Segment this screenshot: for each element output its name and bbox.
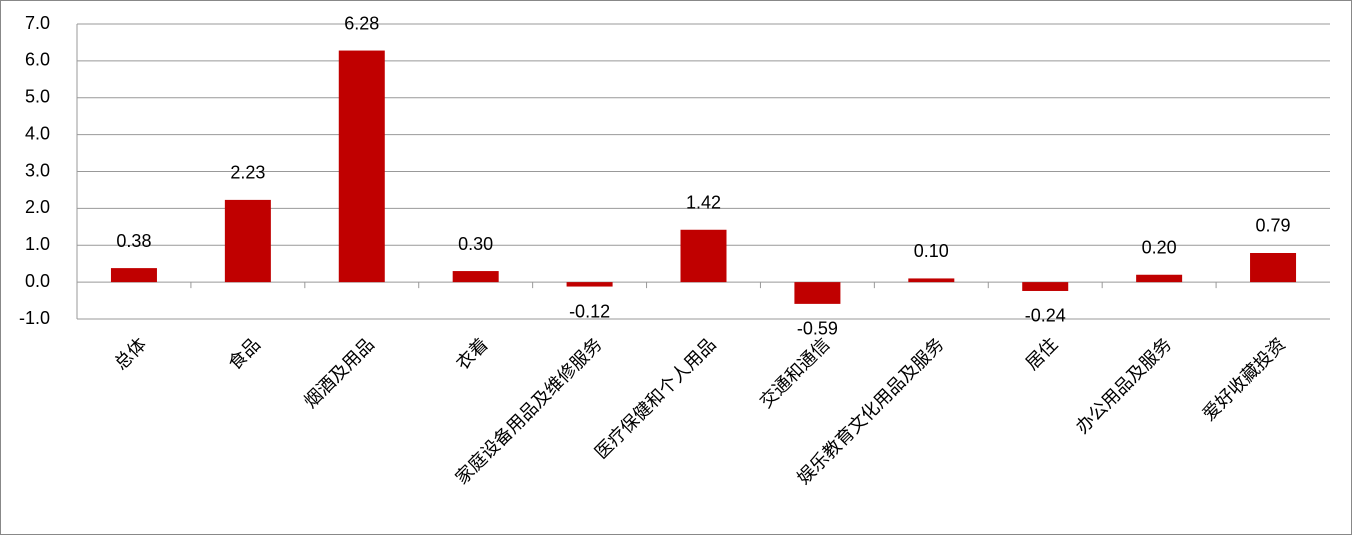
data-label: 1.42 (686, 193, 721, 213)
data-label: -0.59 (797, 319, 838, 339)
bar (338, 50, 385, 283)
y-tick-label: 0.0 (25, 271, 50, 291)
data-label: -0.24 (1025, 306, 1066, 326)
bar (1136, 274, 1183, 283)
data-label: 0.10 (914, 241, 949, 261)
data-label: 0.30 (458, 234, 493, 254)
bar (566, 282, 613, 287)
bar (1022, 282, 1069, 291)
y-tick-label: 1.0 (25, 234, 50, 254)
data-label: 6.28 (344, 13, 379, 33)
bar (1250, 252, 1297, 283)
bar (908, 278, 955, 283)
bar (452, 271, 499, 283)
data-label: 0.38 (116, 231, 151, 251)
bar (680, 229, 727, 283)
data-label: 2.23 (230, 163, 265, 183)
y-tick-label: -1.0 (19, 308, 50, 328)
bar (794, 282, 841, 304)
y-tick-label: 7.0 (25, 13, 50, 33)
data-label: -0.12 (569, 301, 610, 321)
data-label: 0.79 (1256, 216, 1291, 236)
y-tick-label: 6.0 (25, 50, 50, 70)
y-tick-label: 4.0 (25, 123, 50, 143)
y-tick-label: 3.0 (25, 160, 50, 180)
y-tick-label: 5.0 (25, 87, 50, 107)
bar (224, 199, 271, 283)
data-label: 0.20 (1142, 238, 1177, 258)
y-tick-label: 2.0 (25, 197, 50, 217)
bar (110, 268, 157, 283)
